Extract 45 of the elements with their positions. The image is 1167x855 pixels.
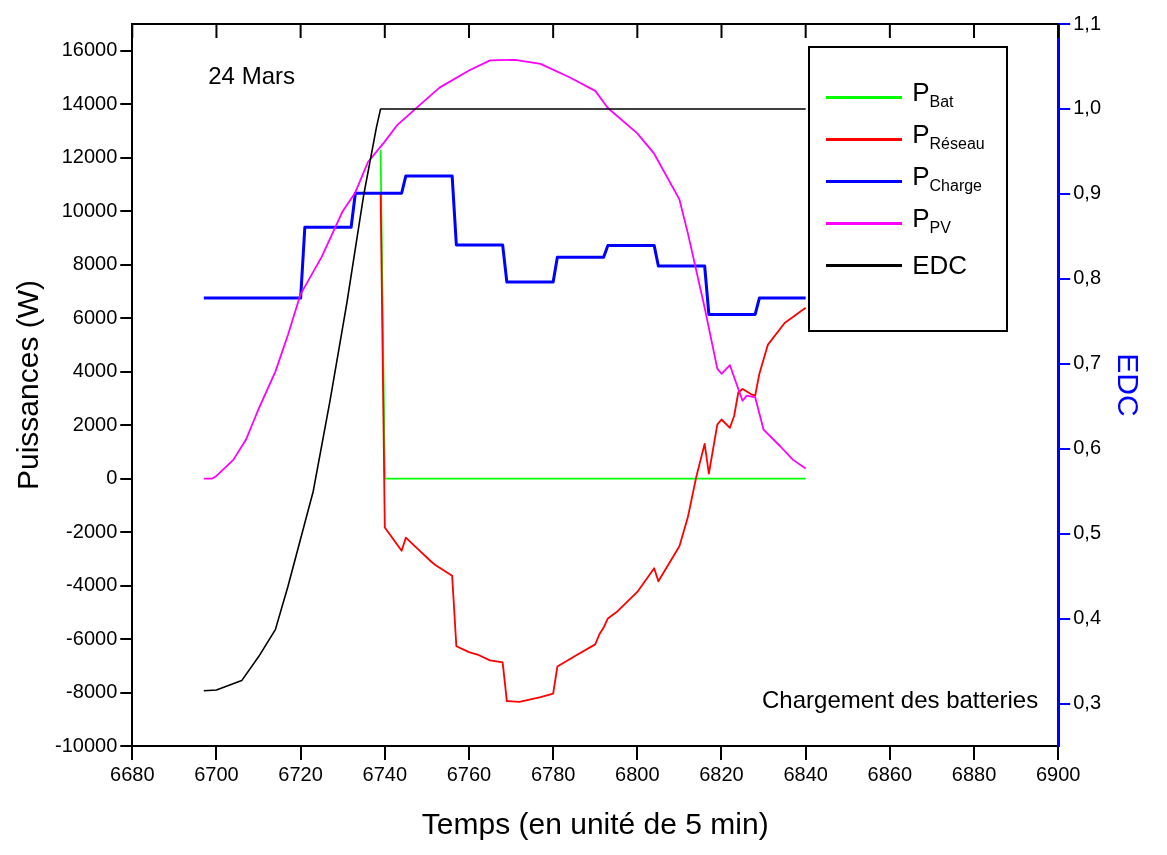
- y2-tick-label: 0,6: [1073, 436, 1102, 459]
- x-tick-label: 6860: [867, 762, 913, 785]
- x-tick-label: 6680: [110, 762, 155, 785]
- y-tick-label: -4000: [66, 573, 118, 596]
- y-tick-label: 0: [106, 466, 118, 489]
- y2-tick-label: 1,1: [1073, 11, 1102, 34]
- y2-tick-label: 0,7: [1073, 351, 1102, 374]
- y2-tick-label: 0,5: [1073, 521, 1102, 544]
- y-tick-label: -10000: [54, 733, 118, 756]
- x-tick-label: 6820: [699, 762, 744, 785]
- y2-tick-label: 0,9: [1073, 181, 1102, 204]
- legend-label: P$_{Charge}$: [912, 160, 983, 197]
- y-tick-label: 4000: [72, 359, 118, 382]
- x-tick-label: 6880: [951, 762, 997, 785]
- y2-tick-label: 0,3: [1073, 691, 1102, 714]
- legend-label: P$_{PV}$: [912, 202, 951, 239]
- x-tick-label: 6740: [362, 762, 408, 785]
- x-tick-label: 6840: [783, 762, 828, 785]
- y-tick-label: 14000: [61, 91, 118, 114]
- y-axis-title: Puissances (W): [11, 279, 45, 491]
- y-tick-label: 6000: [72, 305, 118, 328]
- x-axis-title: Temps (en unité de 5 min): [421, 807, 769, 841]
- x-tick-label: 6800: [615, 762, 660, 785]
- annotation: Chargement des batteries: [762, 686, 1039, 713]
- y-tick-label: 12000: [61, 145, 118, 168]
- legend-label: EDC: [912, 250, 968, 280]
- y2-tick-label: 1,0: [1073, 96, 1102, 119]
- y-tick-label: 2000: [72, 412, 118, 435]
- x-tick-label: 6760: [446, 762, 492, 785]
- x-tick-label: 6720: [278, 762, 323, 785]
- annotation: 24 Mars: [208, 62, 295, 89]
- x-tick-label: 6700: [194, 762, 239, 785]
- y-tick-label: -2000: [66, 519, 118, 542]
- y2-tick-label: 0,4: [1073, 606, 1102, 629]
- y-tick-label: -6000: [66, 626, 118, 649]
- y-tick-label: 8000: [72, 252, 118, 275]
- y-tick-label: -8000: [66, 680, 118, 703]
- legend-label: P$_{Bat}$: [912, 76, 954, 113]
- x-tick-label: 6900: [1035, 762, 1081, 785]
- y-tick-label: 10000: [61, 198, 118, 221]
- x-tick-label: 6780: [530, 762, 576, 785]
- y-tick-label: 16000: [61, 38, 118, 61]
- legend-label: P$_{Réseau}$: [912, 118, 985, 155]
- y2-tick-label: 0,8: [1073, 266, 1102, 289]
- y2-axis-title: EDC: [1111, 353, 1145, 417]
